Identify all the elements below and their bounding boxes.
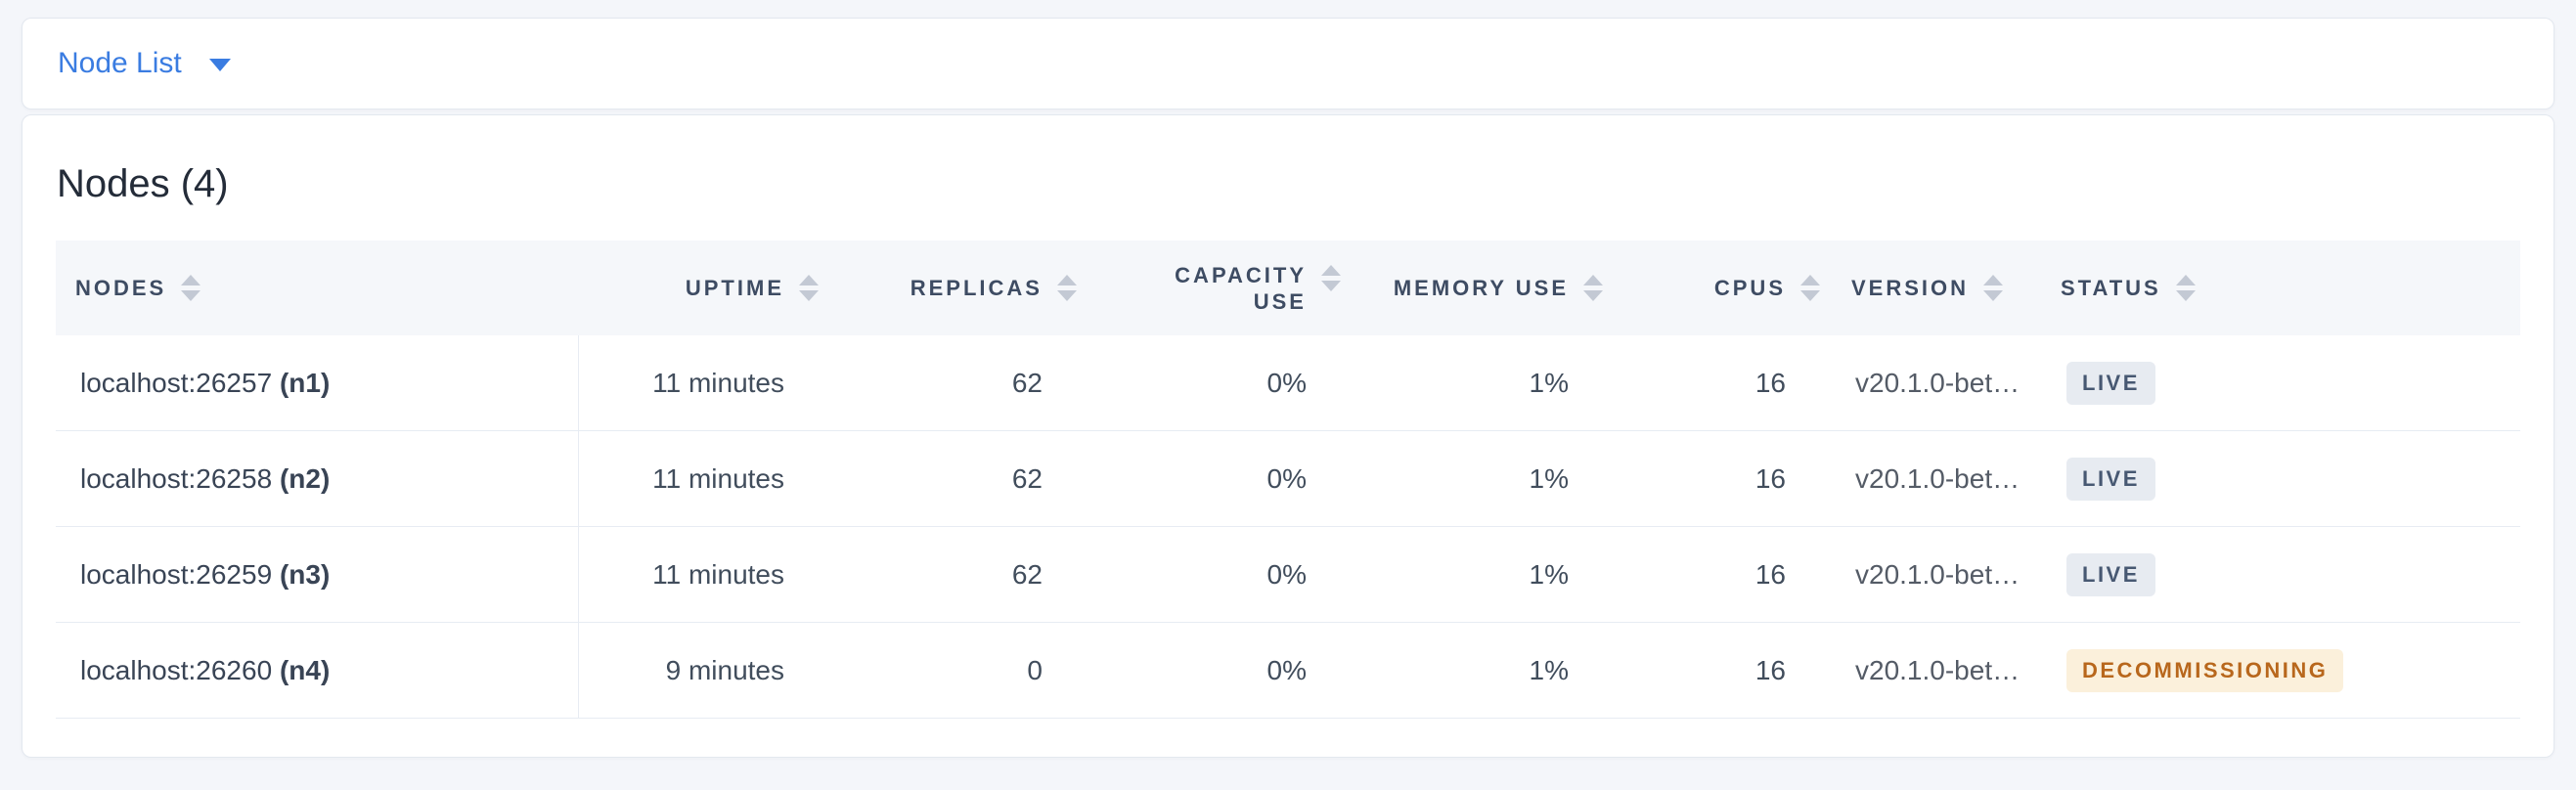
page-title: Nodes (4) (57, 162, 229, 205)
cell-status: LIVE (2041, 335, 2520, 431)
sort-icon[interactable] (181, 275, 201, 301)
status-badge: LIVE (2066, 457, 2155, 501)
column-header-memory[interactable]: MEMORY USE (1353, 241, 1615, 335)
caret-down-icon (208, 59, 231, 71)
cell-cpus: 16 (1615, 526, 1832, 623)
cell-memory-use: 1% (1353, 430, 1615, 527)
cell-cpus: 16 (1615, 430, 1832, 527)
cell-node-address: localhost:26257 (n1) (56, 335, 579, 431)
status-badge: DECOMMISSIONING (2066, 648, 2344, 692)
cell-capacity-use: 0% (1088, 335, 1353, 431)
cell-version: v20.1.0-bet… (1832, 335, 2041, 431)
sort-icon[interactable] (799, 275, 819, 301)
sort-icon[interactable] (1583, 275, 1603, 301)
cell-cpus: 16 (1615, 335, 1832, 431)
cell-version: v20.1.0-bet… (1832, 430, 2041, 527)
cell-status: DECOMMISSIONING (2041, 622, 2520, 719)
cell-version: v20.1.0-bet… (1832, 622, 2041, 719)
column-header-status[interactable]: STATUS (2041, 241, 2520, 335)
cell-node-address: localhost:26259 (n3) (56, 526, 579, 623)
column-header-label: VERSION (1851, 275, 1970, 300)
column-header-replicas[interactable]: REPLICAS (830, 241, 1088, 335)
cell-uptime: 11 minutes (578, 430, 830, 527)
table-header-row: NODES UPTIME REPLICAS CAPACITY USE MEMORY USE… (56, 241, 2520, 335)
sort-icon[interactable] (1800, 275, 1820, 301)
cell-capacity-use: 0% (1088, 526, 1353, 623)
sort-icon[interactable] (2175, 275, 2196, 301)
table-row: localhost:26258 (n2) 11 minutes 62 0% 1% 16 v2… (56, 430, 2520, 527)
node-list-dropdown-label: Node List (58, 47, 182, 79)
cell-memory-use: 1% (1353, 335, 1615, 431)
status-badge: LIVE (2066, 552, 2155, 596)
column-header-label: MEMORY USE (1393, 275, 1569, 300)
column-header-nodes[interactable]: NODES (56, 241, 578, 335)
column-header-version[interactable]: VERSION (1832, 241, 2041, 335)
nodes-card: Nodes (4) NODES UPTIME REPLICAS CAPACITY USE… (22, 114, 2554, 758)
cell-node-address: localhost:26260 (n4) (56, 622, 579, 719)
cell-memory-use: 1% (1353, 622, 1615, 719)
column-header-label: STATUS (2061, 275, 2161, 300)
cell-memory-use: 1% (1353, 526, 1615, 623)
view-selector-bar: Node List (22, 18, 2554, 110)
table-row: localhost:26257 (n1) 11 minutes 62 0% 1% 16 v2… (56, 335, 2520, 431)
cell-uptime: 9 minutes (578, 622, 830, 719)
column-header-label: UPTIME (685, 275, 784, 300)
cell-replicas: 62 (830, 430, 1088, 527)
cell-replicas: 0 (830, 622, 1088, 719)
cell-uptime: 11 minutes (578, 335, 830, 431)
cell-status: LIVE (2041, 526, 2520, 623)
cell-replicas: 62 (830, 335, 1088, 431)
column-header-cpus[interactable]: CPUS (1615, 241, 1832, 335)
sort-icon[interactable] (1983, 275, 2004, 301)
cell-version: v20.1.0-bet… (1832, 526, 2041, 623)
nodes-table: NODES UPTIME REPLICAS CAPACITY USE MEMORY USE… (56, 241, 2520, 719)
sort-icon[interactable] (1057, 275, 1077, 301)
cell-capacity-use: 0% (1088, 430, 1353, 527)
cell-cpus: 16 (1615, 622, 1832, 719)
sort-icon[interactable] (1321, 264, 1341, 291)
column-header-uptime[interactable]: UPTIME (578, 241, 830, 335)
column-header-label: CAPACITY USE (1175, 262, 1307, 314)
status-badge: LIVE (2066, 361, 2155, 405)
cell-capacity-use: 0% (1088, 622, 1353, 719)
column-header-label: NODES (75, 275, 167, 300)
table-row: localhost:26260 (n4) 9 minutes 0 0% 1% 16 v20.… (56, 622, 2520, 719)
table-row: localhost:26259 (n3) 11 minutes 62 0% 1% 16 v2… (56, 526, 2520, 623)
cell-node-address: localhost:26258 (n2) (56, 430, 579, 527)
column-header-capacity[interactable]: CAPACITY USE (1088, 241, 1353, 335)
column-header-label: CPUS (1713, 275, 1786, 300)
cell-status: LIVE (2041, 430, 2520, 527)
column-header-label: REPLICAS (910, 275, 1043, 300)
cell-uptime: 11 minutes (578, 526, 830, 623)
node-list-dropdown[interactable]: Node List (58, 49, 231, 78)
cell-replicas: 62 (830, 526, 1088, 623)
